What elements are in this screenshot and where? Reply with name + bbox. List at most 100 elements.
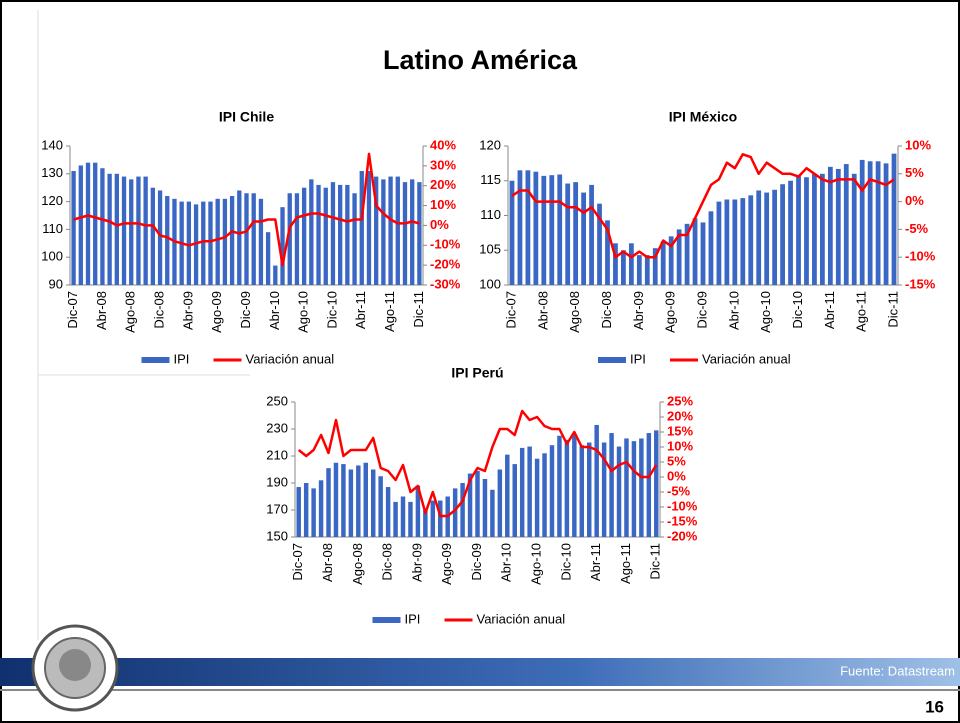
legend-swatch	[598, 357, 626, 363]
x-tick-label: Ago-09	[209, 291, 224, 333]
bar	[395, 176, 400, 285]
bar	[724, 199, 730, 285]
bar	[716, 201, 722, 285]
x-tick-label: Abr-10	[499, 543, 514, 582]
bar	[136, 176, 141, 285]
y-tick-label: 150	[266, 528, 288, 543]
line-series	[297, 409, 658, 518]
bar	[381, 179, 386, 285]
bar	[594, 424, 599, 537]
bar	[356, 465, 361, 537]
bar	[452, 488, 458, 537]
bar	[345, 184, 350, 285]
bar	[519, 447, 525, 537]
y-tick-label: 100	[479, 276, 501, 291]
bar	[589, 184, 594, 285]
y-tick-label: 250	[266, 393, 288, 408]
bar	[114, 173, 119, 285]
bar	[708, 211, 714, 285]
bar	[621, 250, 626, 285]
bar	[78, 165, 83, 285]
x-tick-label: Abr-11	[353, 291, 368, 329]
bar	[512, 464, 517, 537]
bar	[258, 198, 264, 285]
bar	[296, 487, 301, 537]
bar	[370, 469, 376, 537]
y-tick-label: 110	[480, 207, 501, 222]
x-tick-label: Abr-10	[726, 291, 741, 330]
bar	[867, 161, 873, 285]
bar	[533, 171, 539, 285]
bar	[408, 501, 413, 537]
y2-tick-label: -10%	[667, 498, 698, 513]
x-tick-label: Dic-07	[290, 543, 305, 581]
bar	[301, 187, 307, 285]
bar	[628, 243, 634, 285]
bar	[229, 196, 235, 285]
bar	[613, 243, 618, 285]
bar	[631, 441, 637, 537]
bar	[572, 434, 577, 537]
bar	[385, 487, 391, 537]
x-tick-label: Dic-09	[694, 291, 709, 329]
y2-tick-label: -15%	[905, 276, 936, 291]
x-tick-label: Dic-07	[503, 291, 518, 329]
bar	[333, 462, 339, 537]
y2-tick-label: -15%	[667, 513, 698, 528]
bar	[772, 189, 778, 285]
bar	[341, 464, 346, 537]
x-tick-label: Dic-08	[599, 291, 614, 329]
bar	[352, 193, 357, 285]
bar	[616, 446, 622, 537]
bar	[859, 159, 865, 285]
bar	[237, 190, 242, 285]
y2-tick-label: 0%	[430, 217, 449, 232]
bar	[143, 176, 148, 285]
bar	[359, 171, 364, 285]
y2-tick-label: 5%	[905, 165, 924, 180]
bar	[644, 255, 650, 285]
line-series	[73, 152, 420, 267]
bar	[323, 187, 328, 285]
bar	[812, 173, 817, 285]
bar	[460, 483, 465, 537]
bar	[505, 454, 510, 537]
bar	[430, 500, 436, 537]
y-tick-label: 230	[266, 420, 288, 435]
bar	[129, 179, 134, 285]
bar	[303, 483, 309, 537]
bar	[410, 179, 415, 285]
x-tick-label: Ago-11	[618, 543, 633, 584]
bar	[423, 510, 428, 537]
x-tick-label: Dic-09	[238, 291, 253, 329]
bar	[363, 462, 368, 537]
x-tick-label: Dic-09	[469, 543, 484, 581]
y-tick-label: 110	[42, 221, 63, 236]
bar	[565, 183, 571, 285]
bar	[294, 193, 300, 285]
y2-tick-label: 25%	[667, 393, 693, 408]
bar	[318, 480, 324, 537]
bar	[883, 163, 889, 285]
source: Fuente: Datastream	[840, 663, 955, 678]
bar	[748, 195, 754, 285]
bar	[273, 265, 278, 285]
logo	[31, 624, 119, 712]
bar	[843, 164, 849, 285]
bar	[875, 161, 881, 285]
bar	[764, 192, 770, 285]
x-tick-label: Ago-11	[382, 291, 397, 332]
y2-tick-label: -20%	[667, 528, 698, 543]
legend-label: IPI	[630, 351, 646, 366]
bar	[541, 175, 547, 285]
bar	[193, 204, 199, 285]
y2-tick-label: -5%	[667, 483, 691, 498]
bar	[597, 203, 602, 285]
x-tick-label: Abr-08	[535, 291, 550, 330]
bar	[534, 458, 540, 537]
y-tick-label: 130	[41, 165, 63, 180]
bar	[624, 438, 629, 537]
bar	[402, 182, 408, 285]
y2-tick-label: 0%	[905, 193, 924, 208]
bar	[475, 470, 480, 537]
